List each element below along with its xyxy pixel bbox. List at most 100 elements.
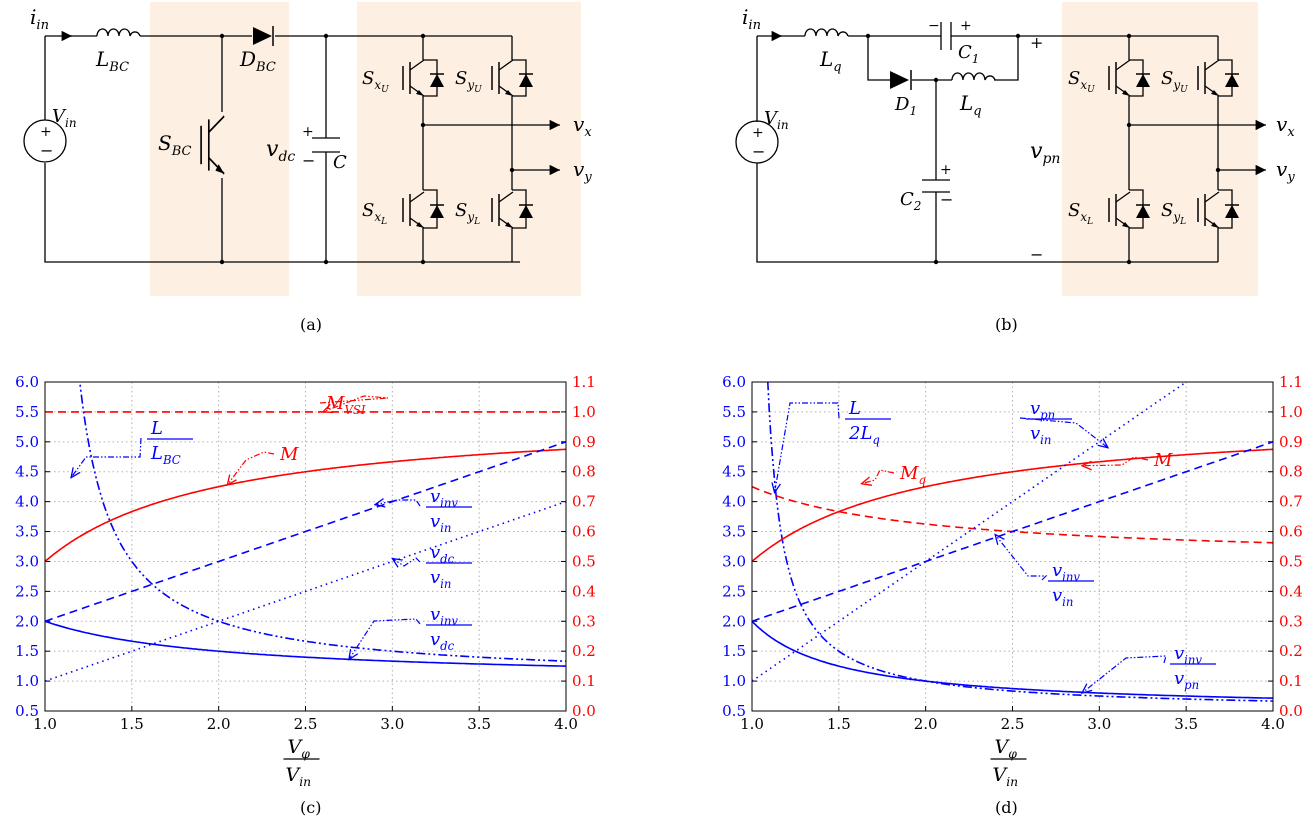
label-S-BC: SBC [158, 131, 191, 159]
label-v-x: vx [573, 112, 592, 140]
y-tick-label-right: 0.9 [572, 433, 596, 451]
y-tick-label-right: 1.1 [1279, 373, 1303, 391]
y-tick-label-right: 0.1 [1279, 672, 1303, 690]
y-tick-label-right: 0.4 [572, 582, 596, 600]
chart-c: 1.0 1.5 2.0 2.5 3.0 3.5 4.00.51.01.52.02.53.03… [15, 373, 596, 789]
annotation-l-2l-q-num: L [848, 398, 861, 419]
label-L-q-1: Lq [819, 47, 842, 75]
highlight-inverter [357, 2, 581, 296]
y-tick-label-left: 5.0 [15, 433, 39, 451]
annotation-arrow [349, 618, 421, 660]
label-v-x-b: vx [1276, 112, 1295, 140]
caption-b: (b) [995, 315, 1018, 334]
y-tick-label-right: 0.0 [572, 702, 596, 720]
label-S-xU: SxU [362, 68, 389, 95]
annotation-m-text: M [1153, 450, 1173, 471]
svg-text:+: + [302, 124, 314, 140]
y-tick-label-left: 4.0 [722, 493, 746, 511]
caption-d: (d) [995, 798, 1018, 817]
label-C1: C1 [958, 42, 979, 66]
plot-frame [44, 381, 567, 712]
svg-text:+: + [752, 125, 764, 141]
annotation-l-2l-q: L 2Lq [845, 398, 891, 447]
annotation-m-text: M [279, 444, 299, 465]
x-tick-label: 2.5 [1001, 715, 1025, 733]
annotation-arrow [861, 469, 895, 484]
y-tick-label-right: 0.5 [572, 552, 596, 570]
series-line-v-inv-v-dc [45, 620, 566, 667]
annotation-m-vsi: MVSI [325, 393, 366, 417]
circuit-a: + − + − iin LBC DBC Vin SBC vdc C SxU Sy… [23, 2, 592, 334]
annotation-arrow [1082, 456, 1149, 466]
y-tick-label-left: 3.5 [722, 523, 746, 541]
series-line-l-2l-q [766, 382, 1273, 702]
label-C2: C2 [900, 189, 921, 213]
annotation-m-q-text: Mq [899, 463, 926, 487]
y-tick-label-left: 3.0 [722, 552, 746, 570]
y-tick-label-right: 0.9 [1279, 433, 1303, 451]
y-tick-label-right: 0.3 [572, 612, 596, 630]
series-line-v-inv-v-pn [752, 620, 1273, 699]
svg-text:−: − [1030, 245, 1043, 264]
y-tick-label-right: 0.8 [572, 463, 596, 481]
annotation-arrow [227, 451, 275, 485]
y-tick-label-right: 0.6 [1279, 523, 1303, 541]
label-C: C [333, 152, 347, 173]
y-tick-label-right: 0.6 [572, 523, 596, 541]
label-v-y-b: vy [1276, 157, 1295, 185]
y-tick-label-right: 0.0 [1279, 702, 1303, 720]
series-line-v-pn-v-in [752, 382, 1188, 682]
x-tick-label: 3.0 [380, 715, 404, 733]
y-tick-label-left: 2.0 [722, 612, 746, 630]
annotation-arrow [71, 437, 142, 478]
annotation-l-l-bc-num: L [150, 418, 163, 439]
svg-text:+: + [960, 18, 972, 34]
y-tick-label-left: 1.0 [722, 672, 746, 690]
svg-text:+: + [940, 162, 952, 178]
annotation-m-vsi-text: MVSI [325, 393, 366, 417]
label-i-in-b: iin [742, 5, 761, 33]
caption-c: (c) [300, 798, 321, 817]
y-tick-label-right: 0.2 [572, 642, 596, 660]
label-i-in: iin [30, 5, 49, 33]
x-tick-label: 1.0 [740, 715, 764, 733]
y-tick-label-left: 3.5 [15, 523, 39, 541]
plot-area [752, 382, 1273, 702]
annotation-m-q: Mq [899, 463, 926, 487]
y-tick-label-left: 5.5 [15, 403, 39, 421]
chart-d: 1.0 1.5 2.0 2.5 3.0 3.5 4.00.51.01.52.02.53.03… [722, 373, 1303, 789]
x-tick-label: 2.0 [914, 715, 938, 733]
label-S-xU-b: SxU [1068, 68, 1095, 95]
label-D1: D1 [894, 94, 917, 118]
series-line-v-inv-v-in [752, 441, 1273, 623]
plot-area [45, 382, 566, 682]
annotation-arrow [1019, 417, 1108, 448]
y-tick-label-left: 6.0 [722, 373, 746, 391]
svg-text:−: − [752, 142, 765, 161]
y-tick-label-left: 1.0 [15, 672, 39, 690]
y-tick-label-left: 2.5 [722, 582, 746, 600]
series-line-l-l-bc [78, 382, 566, 662]
label-v-pn: vpn [1030, 139, 1060, 167]
label-L-q-2: Lq [959, 91, 982, 119]
y-tick-label-right: 1.0 [572, 403, 596, 421]
y-tick-label-left: 5.5 [722, 403, 746, 421]
annotation-arrow [375, 500, 421, 506]
x-tick-label: 2.5 [294, 715, 318, 733]
annotation-l-l-bc-den: LBC [150, 443, 181, 467]
x-tick-label: 1.5 [120, 715, 144, 733]
annotation-arrow [319, 395, 389, 412]
vin-minus: − [40, 141, 53, 160]
annotation-m: M [279, 444, 299, 465]
circuit-b: + − − + + − + − iin Lq C1 D1 Lq C2 Vin v… [735, 2, 1295, 334]
y-tick-label-left: 4.5 [15, 463, 39, 481]
y-tick-label-right: 0.7 [1279, 493, 1303, 511]
highlight-inverter-b [1062, 2, 1258, 296]
annotation-v-inv-v-in-den: vin [1052, 585, 1073, 609]
label-S-yU-b: SyU [1161, 68, 1188, 95]
y-tick-label-left: 3.0 [15, 552, 39, 570]
